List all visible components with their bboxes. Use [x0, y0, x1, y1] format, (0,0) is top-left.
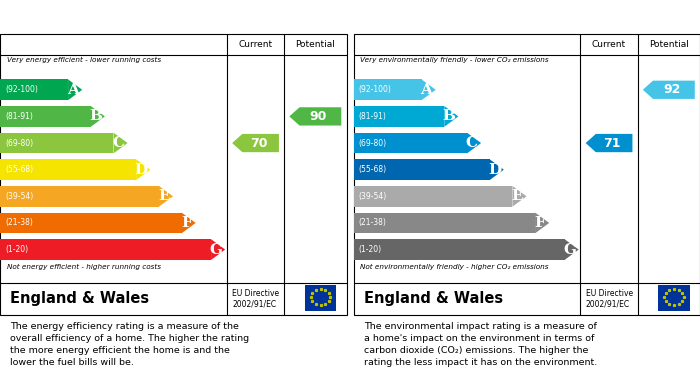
Text: D: D	[488, 163, 501, 177]
Text: Very energy efficient - lower running costs: Very energy efficient - lower running co…	[7, 57, 161, 63]
Polygon shape	[535, 213, 550, 233]
Polygon shape	[136, 159, 150, 180]
Text: EU Directive
2002/91/EC: EU Directive 2002/91/EC	[232, 289, 279, 308]
Text: Not environmentally friendly - higher CO₂ emissions: Not environmentally friendly - higher CO…	[360, 264, 549, 271]
Text: B: B	[89, 109, 102, 124]
Text: Environmental Impact (CO₂) Rating: Environmental Impact (CO₂) Rating	[362, 11, 624, 24]
Text: 71: 71	[603, 136, 621, 149]
Text: E: E	[158, 189, 169, 203]
Text: (92-100): (92-100)	[5, 85, 38, 94]
Bar	[354, 186, 512, 207]
Text: G: G	[563, 242, 576, 256]
Text: Very environmentally friendly - lower CO₂ emissions: Very environmentally friendly - lower CO…	[360, 57, 549, 63]
Text: E: E	[512, 189, 523, 203]
Text: A: A	[67, 83, 79, 97]
Bar	[354, 239, 565, 260]
Polygon shape	[490, 159, 504, 180]
Bar	[354, 106, 444, 127]
Polygon shape	[232, 134, 279, 152]
Text: (21-38): (21-38)	[5, 219, 33, 228]
Text: Energy Efficiency Rating: Energy Efficiency Rating	[8, 11, 191, 24]
Text: F: F	[181, 216, 192, 230]
Text: (81-91): (81-91)	[358, 112, 386, 121]
Polygon shape	[467, 133, 481, 153]
Text: The energy efficiency rating is a measure of the
overall efficiency of a home. T: The energy efficiency rating is a measur…	[10, 322, 249, 367]
Polygon shape	[113, 133, 127, 153]
Bar	[0, 106, 91, 127]
Text: Potential: Potential	[295, 40, 335, 49]
Polygon shape	[91, 106, 105, 127]
Polygon shape	[289, 107, 342, 126]
Polygon shape	[565, 239, 579, 260]
Bar	[354, 159, 490, 180]
Polygon shape	[181, 213, 196, 233]
Polygon shape	[586, 134, 632, 152]
Text: F: F	[535, 216, 545, 230]
Bar	[354, 79, 421, 100]
Text: (1-20): (1-20)	[5, 245, 28, 254]
Bar	[0, 239, 211, 260]
Text: 70: 70	[250, 136, 267, 149]
Bar	[0, 133, 113, 153]
Polygon shape	[512, 186, 526, 207]
Text: (81-91): (81-91)	[5, 112, 33, 121]
Text: 92: 92	[663, 83, 680, 96]
Text: (55-68): (55-68)	[5, 165, 34, 174]
Text: (39-54): (39-54)	[358, 192, 387, 201]
Bar	[0, 159, 136, 180]
Bar	[305, 285, 336, 311]
Text: A: A	[421, 83, 433, 97]
Polygon shape	[211, 239, 225, 260]
Polygon shape	[159, 186, 173, 207]
Bar	[0, 186, 159, 207]
Polygon shape	[643, 81, 695, 99]
Bar	[0, 213, 181, 233]
Text: G: G	[209, 242, 223, 256]
Text: Not energy efficient - higher running costs: Not energy efficient - higher running co…	[7, 264, 161, 271]
Text: (55-68): (55-68)	[358, 165, 387, 174]
Text: (92-100): (92-100)	[358, 85, 391, 94]
Bar	[0, 79, 68, 100]
Text: England & Wales: England & Wales	[10, 291, 150, 306]
Text: Potential: Potential	[649, 40, 689, 49]
Text: Current: Current	[592, 40, 626, 49]
Text: (39-54): (39-54)	[5, 192, 34, 201]
Text: B: B	[442, 109, 456, 124]
Text: 90: 90	[309, 110, 327, 123]
Text: EU Directive
2002/91/EC: EU Directive 2002/91/EC	[586, 289, 633, 308]
Text: (69-80): (69-80)	[358, 138, 387, 147]
Text: England & Wales: England & Wales	[364, 291, 503, 306]
Polygon shape	[444, 106, 458, 127]
Text: (69-80): (69-80)	[5, 138, 34, 147]
Text: C: C	[466, 136, 478, 150]
Text: (1-20): (1-20)	[358, 245, 382, 254]
Text: Current: Current	[239, 40, 272, 49]
Polygon shape	[421, 79, 435, 100]
Bar	[354, 213, 535, 233]
Text: The environmental impact rating is a measure of
a home's impact on the environme: The environmental impact rating is a mea…	[364, 322, 597, 367]
Polygon shape	[68, 79, 82, 100]
Text: D: D	[134, 163, 148, 177]
Text: C: C	[113, 136, 125, 150]
Text: (21-38): (21-38)	[358, 219, 386, 228]
Bar	[354, 133, 467, 153]
Bar	[659, 285, 690, 311]
